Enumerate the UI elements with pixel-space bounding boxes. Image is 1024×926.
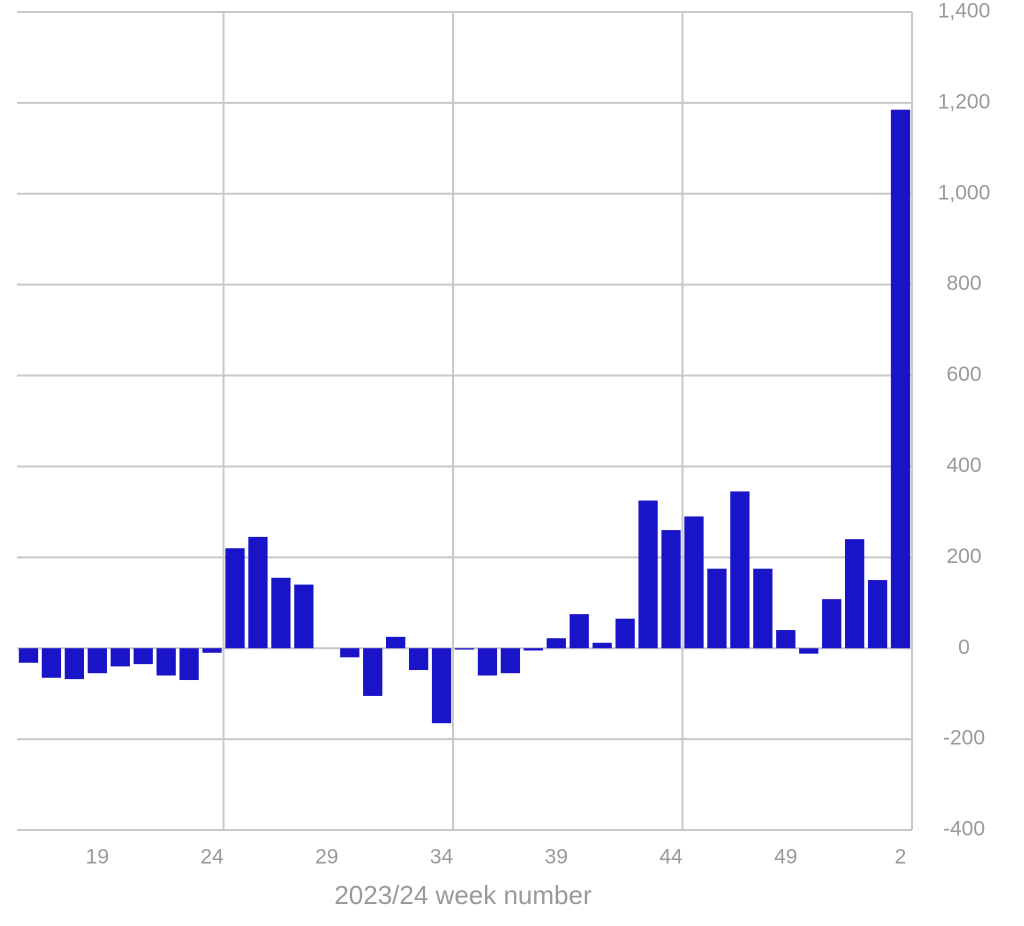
bar [64,648,85,680]
x-tick-label: 29 [315,846,338,869]
x-tick-label: 34 [430,846,454,869]
bar [638,500,658,649]
bar [546,638,566,649]
bar [799,648,819,654]
bar [202,648,222,653]
x-tick-label: 19 [86,846,109,869]
bar [822,599,842,649]
bar [156,648,176,676]
y-tick-label: 1,200 [938,90,991,113]
bar [707,568,727,649]
bar [661,530,681,649]
bar [454,648,475,650]
y-tick-label: 400 [946,454,981,477]
bar [294,584,314,649]
bar [363,648,383,696]
bar [340,648,360,658]
bar [684,516,704,649]
bar [730,491,750,649]
bar [592,642,612,649]
bar [500,648,521,674]
bar [179,648,199,681]
bar [133,648,153,665]
y-tick-label: 0 [958,636,970,659]
bar [18,648,39,663]
bar [110,648,130,667]
bar [844,539,865,649]
bar [248,536,268,649]
bar [776,630,796,649]
y-tick-label: 800 [946,272,981,295]
y-tick-label: 1,400 [938,0,991,23]
bar [477,648,498,676]
bar [41,648,62,678]
bar [867,580,888,649]
x-axis-title: 2023/24 week number [334,880,592,910]
bar [386,636,406,649]
bar [569,614,589,649]
bar [408,648,429,671]
x-tick-label: 39 [545,846,568,869]
x-tick-label: 24 [200,846,224,869]
y-tick-label: 200 [946,545,981,568]
x-tick-label: 44 [659,846,683,869]
y-tick-label: -200 [943,727,985,750]
x-tick-label: 2 [895,846,907,869]
bar [523,648,543,651]
bar [431,648,452,724]
bar [271,577,291,649]
y-tick-label: 600 [946,363,981,386]
bar [87,648,107,674]
bar [890,109,911,649]
bar [225,548,245,649]
bar [753,568,773,649]
bar [615,618,635,649]
y-tick-label: -400 [943,818,985,841]
y-tick-label: 1,000 [938,181,991,204]
x-tick-label: 49 [774,846,797,869]
